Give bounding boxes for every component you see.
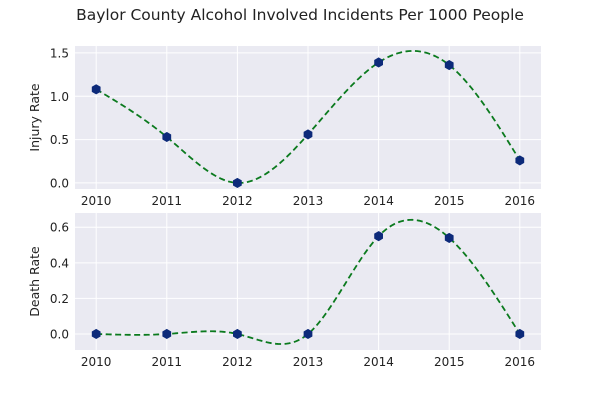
injury-xtick-label: 2015 [434,194,465,208]
death-ytick-label: 0.0 [50,327,69,341]
chart-title: Baylor County Alcohol Involved Incidents… [76,6,524,24]
death-xtick-label: 2012 [222,355,253,369]
injury-ytick-label: 1.5 [50,46,69,60]
injury-ytick-label: 0.5 [50,133,69,147]
injury-data-point [444,60,454,71]
injury-xtick-label: 2012 [222,194,253,208]
death-data-point [233,328,242,340]
death-xtick-label: 2013 [293,355,324,369]
injury-ylabel: Injury Rate [27,83,42,151]
death-xtick-label: 2016 [505,355,536,369]
injury-data-point [233,177,242,188]
death-data-point [303,328,313,340]
death-ytick-label: 0.4 [50,256,69,270]
injury-xtick-label: 2013 [293,194,324,208]
death-data-point [444,232,454,243]
injury-ytick-label: 1.0 [50,90,69,104]
death-ylabel: Death Rate [27,246,42,317]
death-ytick-label: 0.2 [50,292,69,306]
death-xtick-label: 2014 [363,355,394,369]
injury-ytick-label: 0.0 [50,176,69,190]
injury-data-point [162,131,172,143]
injury-xtick-label: 2010 [81,194,112,208]
death-data-point [374,231,383,242]
injury-xtick-label: 2011 [152,194,183,208]
injury-data-point [303,129,313,140]
death-xtick-label: 2011 [152,355,183,369]
death-panel: 0.0 0.2 0.4 0.6 2010 2011 2012 2013 2014 2015 2016… [27,213,541,369]
injury-xtick-label: 2016 [505,194,536,208]
injury-data-point [515,155,525,166]
death-data-point [515,328,525,340]
injury-xtick-label: 2014 [363,194,394,208]
injury-data-point [374,57,383,68]
injury-panel: 0.0 0.5 1.0 1.5 2010 2011 2012 2013 2014 2015 2016… [27,46,541,208]
death-xtick-label: 2015 [434,355,465,369]
death-data-point [162,328,172,340]
death-data-point [91,328,101,340]
injury-data-point [91,84,101,95]
death-xtick-label: 2010 [81,355,112,369]
death-ytick-label: 0.6 [50,221,69,235]
